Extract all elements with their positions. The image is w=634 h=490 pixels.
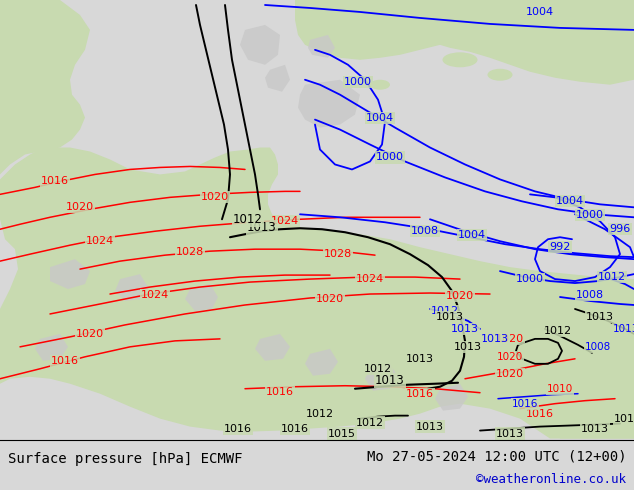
Text: 1020: 1020 <box>66 202 94 212</box>
Polygon shape <box>35 334 68 361</box>
Text: 1024: 1024 <box>86 236 114 246</box>
Text: 1012: 1012 <box>544 326 572 336</box>
Polygon shape <box>50 259 90 289</box>
Text: 1013: 1013 <box>375 374 405 387</box>
Polygon shape <box>0 0 90 174</box>
Text: 1013: 1013 <box>406 354 434 364</box>
Polygon shape <box>555 283 634 439</box>
Ellipse shape <box>613 66 627 74</box>
Text: 1000: 1000 <box>344 77 372 87</box>
Text: 1020: 1020 <box>446 291 474 301</box>
Text: 1013: 1013 <box>581 423 609 434</box>
Text: 1012: 1012 <box>306 409 334 418</box>
Text: 1012: 1012 <box>431 306 459 316</box>
Text: ©weatheronline.co.uk: ©weatheronline.co.uk <box>476 473 626 486</box>
Text: 1000: 1000 <box>576 210 604 221</box>
Text: 1016: 1016 <box>526 409 554 418</box>
Text: 1008: 1008 <box>576 290 604 300</box>
Text: 1020: 1020 <box>496 334 524 344</box>
Polygon shape <box>308 35 335 58</box>
Text: 1012: 1012 <box>598 272 626 282</box>
Text: 1004: 1004 <box>526 7 554 17</box>
Text: 1024: 1024 <box>356 274 384 284</box>
Polygon shape <box>305 349 338 376</box>
Text: 1013: 1013 <box>436 312 464 322</box>
Text: 1020: 1020 <box>316 294 344 304</box>
Text: 1010: 1010 <box>547 384 573 393</box>
Polygon shape <box>265 65 290 92</box>
Text: 1013: 1013 <box>481 334 509 344</box>
Polygon shape <box>298 80 360 127</box>
Text: 1020: 1020 <box>497 352 523 362</box>
Ellipse shape <box>370 80 390 90</box>
Text: 1028: 1028 <box>176 247 204 257</box>
Polygon shape <box>115 274 148 301</box>
Ellipse shape <box>565 49 595 61</box>
Text: 1016: 1016 <box>41 176 69 186</box>
Text: 1012: 1012 <box>233 213 263 226</box>
Text: 1020: 1020 <box>201 193 229 202</box>
Text: 1015: 1015 <box>328 429 356 439</box>
Text: 1013: 1013 <box>586 312 614 322</box>
Text: 1013: 1013 <box>247 221 277 234</box>
Text: 996: 996 <box>609 224 631 234</box>
Text: 1013: 1013 <box>496 429 524 439</box>
Text: 1016: 1016 <box>266 387 294 397</box>
Text: 1012: 1012 <box>356 417 384 428</box>
Text: Mo 27-05-2024 12:00 UTC (12+00): Mo 27-05-2024 12:00 UTC (12+00) <box>366 449 626 464</box>
Polygon shape <box>240 25 280 65</box>
Ellipse shape <box>488 69 512 81</box>
Text: 1016: 1016 <box>224 423 252 434</box>
Text: 1013: 1013 <box>613 324 634 334</box>
Text: 1000: 1000 <box>516 274 544 284</box>
Text: 1024: 1024 <box>271 216 299 226</box>
Ellipse shape <box>443 52 477 67</box>
Polygon shape <box>440 0 634 85</box>
Text: 1000: 1000 <box>376 152 404 163</box>
Text: 1016: 1016 <box>281 423 309 434</box>
Polygon shape <box>0 147 634 439</box>
Text: 1013: 1013 <box>454 342 482 352</box>
Text: 992: 992 <box>549 242 571 252</box>
Text: 1020: 1020 <box>496 369 524 379</box>
Text: 1012: 1012 <box>364 364 392 374</box>
Text: 1016: 1016 <box>51 356 79 366</box>
Text: 1013: 1013 <box>416 421 444 432</box>
Text: 1008: 1008 <box>585 342 611 352</box>
Polygon shape <box>365 364 398 391</box>
Text: Surface pressure [hPa] ECMWF: Surface pressure [hPa] ECMWF <box>8 452 242 466</box>
Text: 1004: 1004 <box>366 113 394 122</box>
Text: 1028: 1028 <box>324 249 352 259</box>
Polygon shape <box>185 284 218 311</box>
Polygon shape <box>295 0 440 60</box>
Text: 1016: 1016 <box>512 399 538 409</box>
Text: 1008: 1008 <box>411 226 439 236</box>
Text: 1004: 1004 <box>556 196 584 206</box>
Text: 1004: 1004 <box>458 230 486 240</box>
Text: 1013: 1013 <box>614 414 634 424</box>
Text: 1016: 1016 <box>406 389 434 399</box>
Text: 1020: 1020 <box>76 329 104 339</box>
Text: 1013: 1013 <box>451 324 479 334</box>
Polygon shape <box>435 384 468 411</box>
Polygon shape <box>255 334 290 361</box>
Text: 1024: 1024 <box>141 290 169 300</box>
